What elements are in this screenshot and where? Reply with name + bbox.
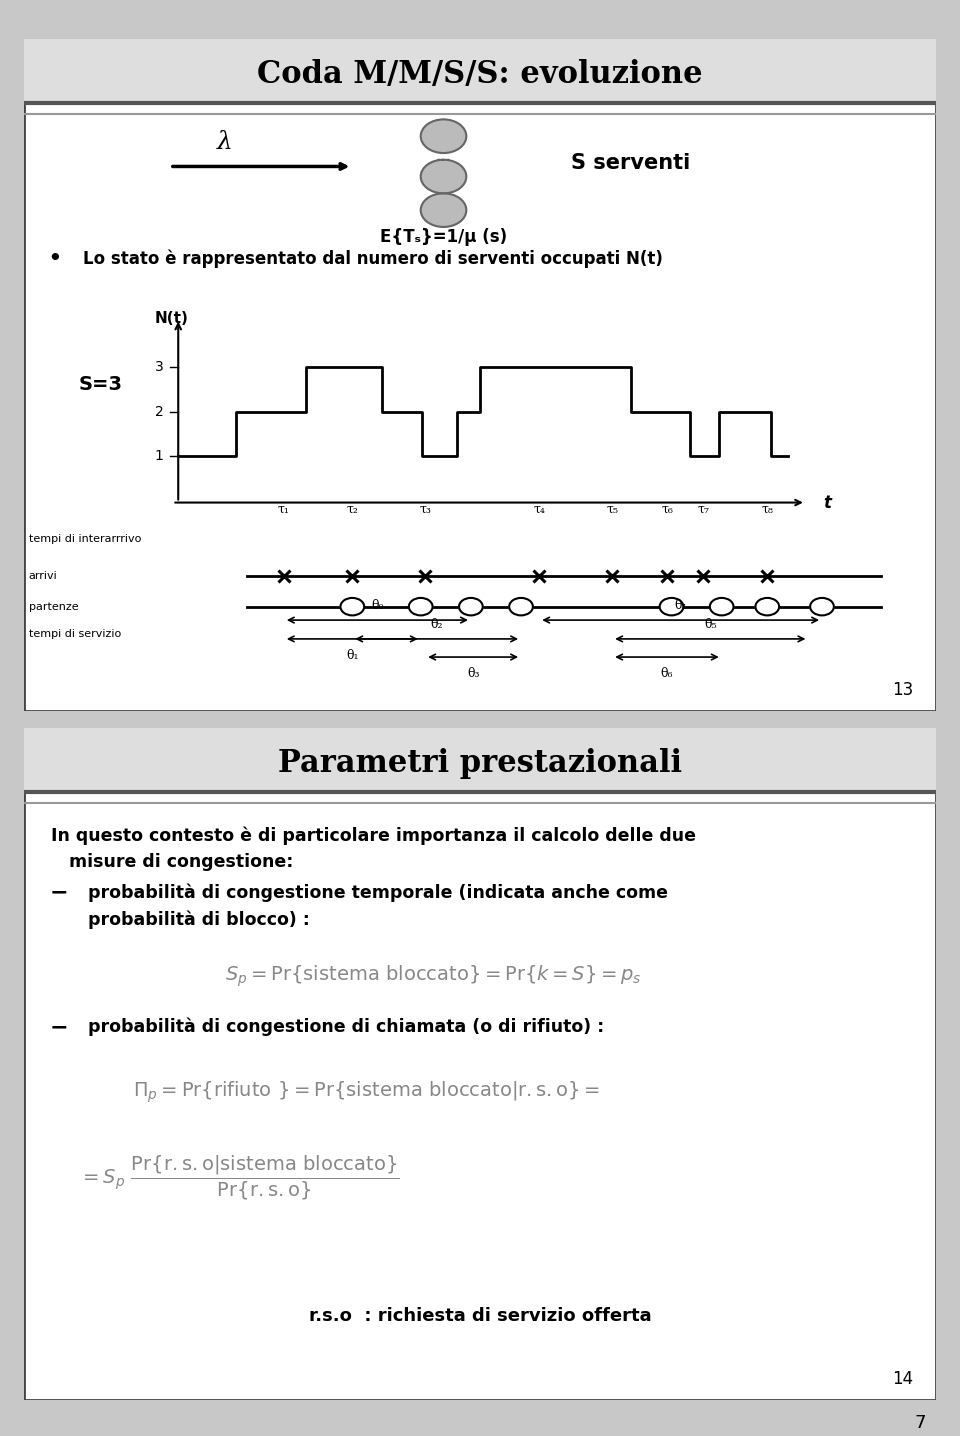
Circle shape [459,597,483,616]
Text: θ₄: θ₄ [674,599,687,612]
Text: τ₇: τ₇ [698,503,709,516]
Text: 1: 1 [155,449,164,462]
Circle shape [420,194,467,227]
Text: Lo stato è rappresentato dal numero di serventi occupati N(t): Lo stato è rappresentato dal numero di s… [84,250,663,269]
Text: S=3: S=3 [79,375,123,395]
Text: tempi di servizio: tempi di servizio [29,629,121,639]
Text: ...: ... [436,146,451,165]
Text: τ₄: τ₄ [534,503,545,516]
Text: θ₁: θ₁ [346,649,359,662]
Text: τ₈: τ₈ [761,503,773,516]
Text: 2: 2 [155,405,164,419]
Text: tempi di interarrrivo: tempi di interarrrivo [29,534,141,544]
Text: r.s.o  : richiesta di servizio offerta: r.s.o : richiesta di servizio offerta [309,1307,651,1325]
Text: $= S_p\  \dfrac{\mathrm{Pr}\{\mathrm{r.s.o}|\mathrm{sistema\ bloccato}\}}{\mathr: $= S_p\ \dfrac{\mathrm{Pr}\{\mathrm{r.s.… [79,1155,399,1202]
Text: probabilità di congestione di chiamata (o di rifiuto) :: probabilità di congestione di chiamata (… [88,1018,604,1037]
Text: probabilità di congestione temporale (indicata anche come: probabilità di congestione temporale (in… [88,883,668,902]
Text: t: t [824,494,831,511]
Text: arrivi: arrivi [29,572,58,582]
Text: τ₆: τ₆ [661,503,673,516]
Text: probabilità di blocco) :: probabilità di blocco) : [88,910,310,929]
Text: •: • [47,247,61,271]
Text: 3: 3 [155,360,164,375]
Text: N(t): N(t) [155,312,189,326]
Text: S serventi: S serventi [571,154,690,174]
Text: 13: 13 [892,681,913,699]
Text: τ₅: τ₅ [607,503,618,516]
Text: θ₅: θ₅ [704,617,716,630]
Circle shape [509,597,533,616]
Circle shape [420,119,467,154]
Text: τ₁: τ₁ [278,503,290,516]
Text: θ₃: θ₃ [467,668,479,681]
Text: Parametri prestazionali: Parametri prestazionali [278,748,682,780]
Circle shape [810,597,834,616]
Circle shape [660,597,684,616]
Text: partenze: partenze [29,602,78,612]
Text: E{Tₛ}=1/μ (s): E{Tₛ}=1/μ (s) [380,228,507,246]
Text: In questo contesto è di particolare importanza il calcolo delle due: In questo contesto è di particolare impo… [52,826,696,844]
Circle shape [409,597,433,616]
Text: θ₆: θ₆ [660,668,673,681]
Text: $\Pi_p = \mathrm{Pr}\{\mathrm{rifiuto}\ \} = \mathrm{Pr}\{\mathrm{sistema\ blocc: $\Pi_p = \mathrm{Pr}\{\mathrm{rifiuto}\ … [133,1080,601,1106]
Text: misure di congestione:: misure di congestione: [52,853,294,872]
Circle shape [756,597,780,616]
Text: θ₂: θ₂ [430,617,443,630]
Text: $S_p = \mathrm{Pr}\{\mathrm{sistema\ bloccato}\} = \mathrm{Pr}\{k = S\} = p_s$: $S_p = \mathrm{Pr}\{\mathrm{sistema\ blo… [225,964,641,989]
Text: −: − [50,1017,68,1037]
Bar [24,39,936,102]
Text: −: − [50,883,68,903]
Circle shape [709,597,733,616]
Circle shape [341,597,364,616]
Text: τ₂: τ₂ [347,503,358,516]
Text: 7: 7 [915,1414,926,1432]
Circle shape [420,159,467,194]
Text: θ₀: θ₀ [372,599,384,612]
Text: τ₃: τ₃ [420,503,431,516]
Bar [24,728,936,791]
Text: λ: λ [217,132,232,155]
Text: 14: 14 [892,1370,913,1389]
Text: Coda M/M/S/S: evoluzione: Coda M/M/S/S: evoluzione [257,59,703,90]
